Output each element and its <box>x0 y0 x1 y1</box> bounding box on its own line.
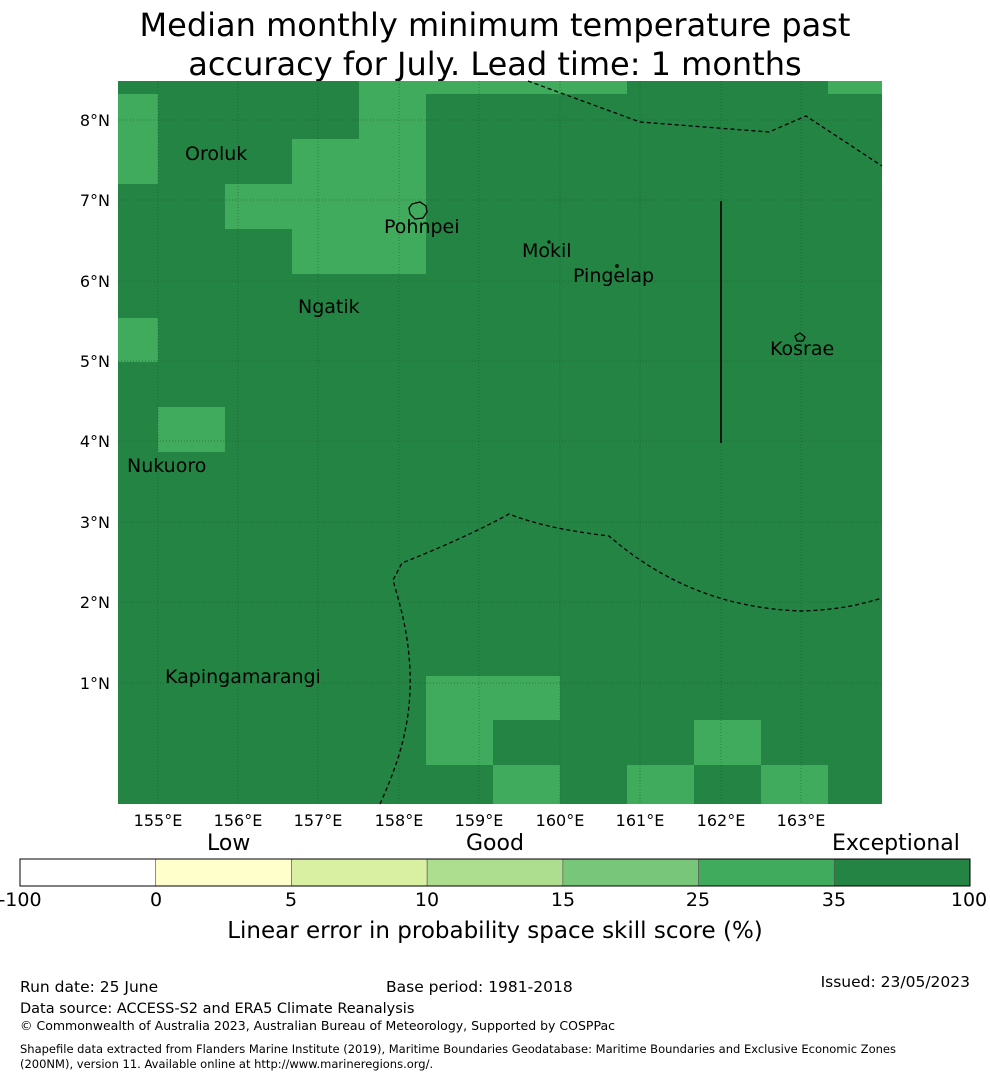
good-cell <box>627 765 694 804</box>
place-label: Mokil <box>522 240 572 262</box>
lat-tick-label: 1°N <box>80 674 110 693</box>
place-label: Oroluk <box>185 143 247 165</box>
lon-tick-label: 159°E <box>455 811 504 830</box>
place-label: Pingelap <box>573 265 654 287</box>
colorbar-tick-label: 35 <box>821 889 847 911</box>
islands <box>408 201 806 342</box>
colorbar-segment <box>833 858 971 887</box>
colorbar-segment <box>155 858 292 887</box>
colorbar-tick-label: 10 <box>414 889 440 911</box>
shapefile-credit-line2: (200NM), version 11. Available online at… <box>20 1057 434 1071</box>
colorbar-tick-label: 5 <box>284 889 298 911</box>
colorbar-frame <box>19 858 971 887</box>
pohnpei-island-outline <box>408 201 428 220</box>
colorbar-segment <box>291 858 428 887</box>
lon-tick-label: 157°E <box>294 811 343 830</box>
colorbar-segment <box>562 858 699 887</box>
good-cell <box>118 318 158 362</box>
colorbar-tick-label: 15 <box>550 889 576 911</box>
good-cell <box>828 81 882 94</box>
category-good-label: Good <box>466 831 524 856</box>
good-cell <box>359 81 426 139</box>
lat-tick-label: 8°N <box>80 111 110 130</box>
colorbar-tick-label: -100 <box>0 889 42 911</box>
eez-boundary-south <box>379 513 883 805</box>
good-cell <box>158 407 225 452</box>
lat-tick-label: 5°N <box>80 352 110 371</box>
category-exceptional-label: Exceptional <box>832 831 960 856</box>
base-period: Base period: 1981-2018 <box>386 978 573 996</box>
lat-tick-label: 7°N <box>80 191 110 210</box>
pingelap-atoll <box>615 264 619 268</box>
lat-tick-label: 4°N <box>80 432 110 451</box>
good-cell <box>118 94 158 184</box>
copyright-notice: © Commonwealth of Australia 2023, Austra… <box>20 1018 615 1033</box>
run-date: Run date: 25 June <box>20 978 159 996</box>
eez-boundary-north <box>527 80 883 167</box>
good-cell <box>493 765 560 804</box>
chart-title-line2: accuracy for July. Lead time: 1 months <box>188 45 802 83</box>
place-label: Kosrae <box>770 338 834 360</box>
lat-tick-label: 2°N <box>80 593 110 612</box>
lon-tick-label: 163°E <box>777 811 826 830</box>
lon-tick-label: 156°E <box>214 811 263 830</box>
data-source: Data source: ACCESS-S2 and ERA5 Climate … <box>20 1001 415 1017</box>
colorbar <box>19 858 971 887</box>
good-cell <box>292 139 426 184</box>
lon-tick-label: 158°E <box>375 811 424 830</box>
lon-tick-label: 160°E <box>536 811 585 830</box>
place-label: Kapingamarangi <box>165 666 321 688</box>
lat-tick-label: 3°N <box>80 513 110 532</box>
colorbar-tick-label: 0 <box>149 889 163 911</box>
colorbar-tick-label: 100 <box>950 889 988 911</box>
good-cell <box>426 720 493 765</box>
issued-date: Issued: 23/05/2023 <box>820 973 970 991</box>
good-cell <box>426 81 627 94</box>
colorbar-segment <box>698 858 835 887</box>
good-cell <box>292 229 426 274</box>
good-cell <box>694 720 761 765</box>
good-skill-cells <box>118 81 882 804</box>
lat-tick-labels: 8°N 7°N 6°N 5°N 4°N 3°N 2°N 1°N <box>80 111 110 693</box>
good-cell <box>426 676 560 720</box>
lon-tick-label: 162°E <box>697 811 746 830</box>
place-label: Ngatik <box>298 296 360 318</box>
shapefile-credit-line1: Shapefile data extracted from Flanders M… <box>20 1042 896 1056</box>
lat-tick-label: 6°N <box>80 272 110 291</box>
category-low-label: Low <box>207 831 251 856</box>
eez-boundaries <box>379 80 883 805</box>
lon-tick-label: 161°E <box>616 811 665 830</box>
mokil-atoll <box>547 240 551 244</box>
place-label: Pohnpei <box>384 216 460 238</box>
chart-title-line1: Median monthly minimum temperature past <box>139 6 851 44</box>
colorbar-tick-label: 25 <box>685 889 711 911</box>
good-cell <box>225 184 426 229</box>
good-cell <box>761 765 828 804</box>
skill-map: Oroluk Pohnpei Mokil Pingelap Ngatik Kos… <box>80 80 883 830</box>
colorbar-segment <box>426 858 564 887</box>
place-label: Nukuoro <box>127 455 206 477</box>
colorbar-segment <box>19 858 157 887</box>
place-labels: Oroluk Pohnpei Mokil Pingelap Ngatik Kos… <box>127 143 834 688</box>
lon-tick-label: 155°E <box>134 811 183 830</box>
colorbar-title: Linear error in probability space skill … <box>227 918 763 944</box>
lon-tick-labels: 155°E 156°E 157°E 158°E 159°E 160°E 161°… <box>134 811 826 830</box>
kosrae-island-outline <box>794 332 806 342</box>
